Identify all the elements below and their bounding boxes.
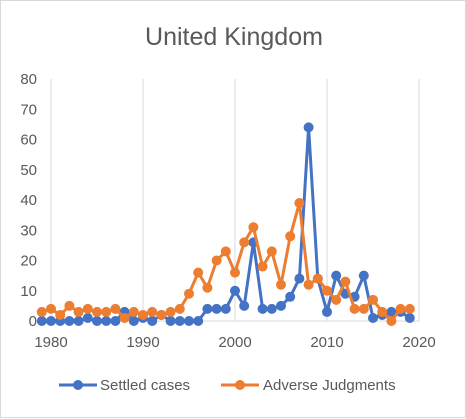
data-point: [202, 282, 213, 293]
data-point: [266, 303, 277, 314]
y-tick-label: 60: [20, 132, 37, 149]
y-tick-label: 30: [20, 222, 37, 239]
data-point: [294, 198, 305, 209]
data-point: [285, 291, 296, 302]
data-point: [294, 273, 305, 284]
x-tick-label: 1990: [126, 334, 159, 351]
data-point: [82, 303, 93, 314]
y-tick-label: 40: [20, 192, 37, 209]
y-tick-label: 10: [20, 283, 37, 300]
data-point: [36, 316, 47, 326]
data-point: [46, 303, 56, 314]
data-point: [147, 316, 158, 326]
data-point: [73, 316, 84, 326]
x-tick-label: 2000: [218, 334, 251, 351]
data-point: [147, 306, 158, 317]
data-point: [110, 316, 121, 326]
legend-marker-0: [73, 380, 83, 390]
data-point: [193, 316, 204, 326]
data-point: [368, 294, 378, 305]
data-point: [128, 316, 139, 326]
data-point: [230, 285, 240, 296]
y-tick-label: 20: [20, 253, 37, 270]
data-point: [257, 261, 268, 272]
data-point: [119, 312, 130, 323]
data-point: [55, 309, 66, 320]
data-point: [174, 303, 185, 314]
data-point: [101, 306, 112, 317]
data-point: [257, 303, 268, 314]
data-point: [404, 303, 415, 314]
data-point: [349, 303, 360, 314]
data-point: [165, 316, 176, 326]
data-point: [211, 255, 222, 266]
legend-marker-1: [235, 380, 245, 390]
data-point: [266, 246, 277, 257]
series-layer: [36, 122, 415, 326]
data-point: [184, 316, 194, 326]
data-point: [230, 267, 240, 278]
data-point: [322, 285, 332, 296]
legend-label-1: Adverse Judgments: [263, 377, 396, 394]
data-point: [64, 316, 75, 326]
y-tick-label: 50: [20, 162, 37, 179]
data-point: [220, 303, 231, 314]
data-point: [404, 312, 415, 323]
series-line-1: [41, 201, 410, 323]
data-point: [276, 300, 286, 311]
data-point: [220, 246, 231, 257]
data-point: [156, 309, 167, 320]
y-tick-label: 0: [29, 313, 37, 330]
data-point: [340, 276, 351, 287]
data-point: [303, 122, 314, 133]
data-point: [276, 279, 286, 290]
data-point: [92, 316, 102, 326]
data-point: [303, 279, 314, 290]
data-point: [82, 312, 93, 323]
data-point: [92, 306, 102, 317]
data-point: [101, 316, 112, 326]
data-point: [331, 294, 342, 305]
data-point: [239, 237, 250, 248]
data-point: [312, 273, 323, 284]
data-point: [174, 316, 185, 326]
y-tick-label: 80: [20, 71, 37, 88]
data-point: [128, 306, 139, 317]
data-point: [285, 231, 296, 242]
data-point: [386, 316, 397, 326]
data-point: [239, 300, 250, 311]
legend: Settled cases Adverse Judgments: [59, 377, 396, 394]
data-point: [36, 306, 47, 317]
x-tick-label: 2010: [310, 334, 343, 351]
data-point: [395, 303, 406, 314]
data-point: [64, 300, 75, 311]
data-point: [211, 303, 222, 314]
data-point: [331, 270, 342, 281]
legend-label-0: Settled cases: [100, 377, 190, 394]
x-tick-label: 1980: [34, 334, 67, 351]
data-point: [358, 270, 369, 281]
grid: [50, 79, 420, 321]
data-point: [368, 312, 378, 323]
data-point: [110, 303, 121, 314]
x-tick-label: 2020: [402, 334, 435, 351]
data-point: [165, 306, 176, 317]
data-point: [202, 303, 213, 314]
data-point: [322, 306, 332, 317]
data-point: [377, 306, 388, 317]
data-point: [46, 316, 56, 326]
data-point: [184, 288, 194, 299]
y-tick-label: 70: [20, 101, 37, 118]
data-point: [386, 306, 397, 317]
chart-title: United Kingdom: [145, 23, 323, 51]
data-point: [193, 267, 204, 278]
data-point: [248, 222, 259, 233]
data-point: [138, 309, 148, 320]
data-point: [358, 303, 369, 314]
data-point: [73, 306, 84, 317]
